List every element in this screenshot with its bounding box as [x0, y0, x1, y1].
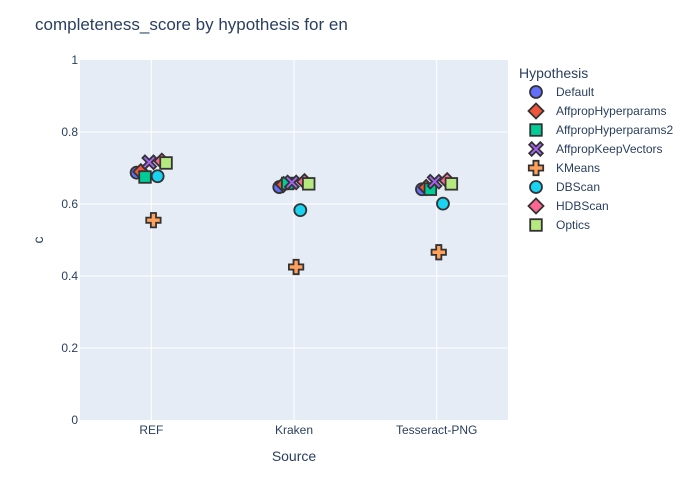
data-point	[159, 156, 173, 170]
legend-label: Default	[556, 85, 595, 99]
y-axis-title: c	[30, 237, 46, 244]
legend-label: Optics	[556, 218, 590, 232]
legend-title: Hypothesis	[519, 65, 588, 81]
y-tick-label: 0.6	[61, 197, 78, 211]
y-tick-label: 0	[71, 413, 78, 427]
data-point	[293, 203, 308, 218]
legend-label: DBScan	[556, 180, 600, 194]
data-point	[287, 258, 305, 276]
legend-marker	[529, 85, 543, 99]
y-tick-label: 1	[71, 53, 78, 67]
chart-title: completeness_score by hypothesis for en	[35, 15, 348, 34]
data-point	[436, 196, 450, 211]
legend-marker	[529, 218, 543, 232]
series-dbscan	[150, 169, 450, 218]
x-tick-label: Tesseract-PNG	[396, 423, 477, 437]
legend-marker	[527, 102, 545, 120]
legend-label: AffpropKeepVectors	[556, 142, 663, 156]
legend-marker	[527, 197, 545, 215]
legend-label: AffpropHyperparams2	[556, 123, 673, 137]
series-affpropkeepvectors	[141, 154, 443, 191]
y-tick-label: 0.2	[61, 341, 78, 355]
data-point	[301, 177, 316, 191]
data-point	[138, 170, 152, 184]
legend: Hypothesis Default AffpropHyperparams Affp…	[519, 65, 673, 232]
legend-label: HDBScan	[556, 199, 609, 213]
data-point	[426, 173, 443, 190]
data-point	[141, 154, 158, 171]
legend-marker	[527, 159, 545, 177]
data-point	[283, 174, 300, 191]
legend-marker	[527, 140, 545, 158]
legend-label: KMeans	[556, 161, 600, 175]
series-kmeans	[145, 212, 447, 276]
legend-marker	[529, 180, 543, 194]
data-point	[150, 169, 165, 184]
x-axis-title: Source	[272, 448, 317, 464]
legend-marker	[529, 123, 543, 137]
data-point	[430, 244, 447, 261]
x-tick-label: Kraken	[275, 423, 313, 437]
data-point	[444, 177, 459, 191]
y-tick-label: 0.8	[61, 125, 78, 139]
legend-label: AffpropHyperparams	[556, 104, 667, 118]
x-tick-label: REF	[139, 423, 163, 437]
y-tick-label: 0.4	[61, 269, 78, 283]
data-point	[145, 212, 162, 229]
series-optics	[159, 156, 459, 191]
